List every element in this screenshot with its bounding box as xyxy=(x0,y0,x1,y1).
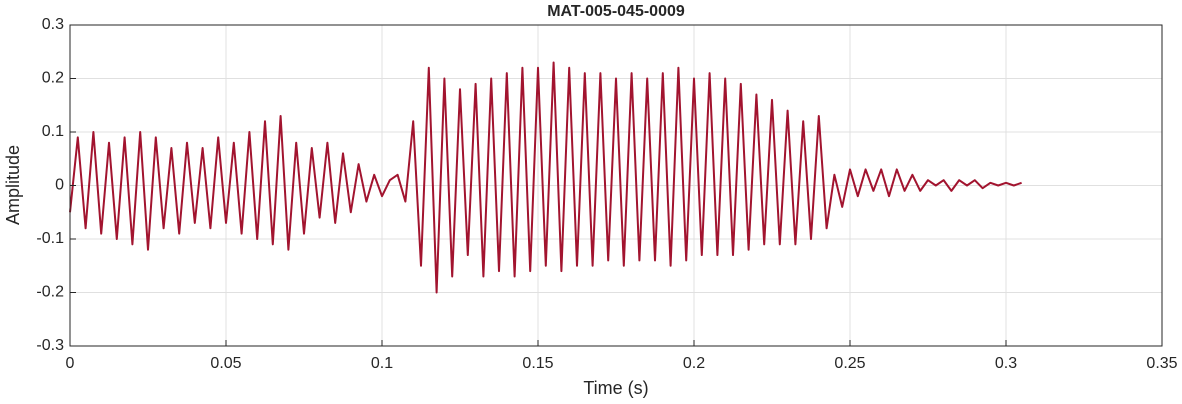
chart-title: MAT-005-045-0009 xyxy=(547,3,685,20)
x-tick-label: 0.3 xyxy=(995,355,1017,372)
y-tick-label: -0.2 xyxy=(36,284,64,301)
y-tick-label: 0.3 xyxy=(42,16,64,33)
y-tick-label: -0.1 xyxy=(36,230,64,247)
y-tick-label: 0.2 xyxy=(42,70,64,87)
x-tick-label: 0.1 xyxy=(371,355,393,372)
waveform-line xyxy=(69,61,1022,294)
x-tick-label: 0.2 xyxy=(683,355,705,372)
y-tick-label: 0.1 xyxy=(42,123,64,140)
x-tick-label: 0.35 xyxy=(1146,355,1177,372)
x-axis-label: Time (s) xyxy=(583,378,648,398)
y-axis-label: Amplitude xyxy=(3,145,23,225)
x-tick-label: 0.25 xyxy=(834,355,865,372)
y-tick-label: 0 xyxy=(55,177,64,194)
x-tick-label: 0.05 xyxy=(210,355,241,372)
y-tick-label: -0.3 xyxy=(36,337,64,354)
x-tick-label: 0 xyxy=(66,355,75,372)
x-tick-label: 0.15 xyxy=(522,355,553,372)
